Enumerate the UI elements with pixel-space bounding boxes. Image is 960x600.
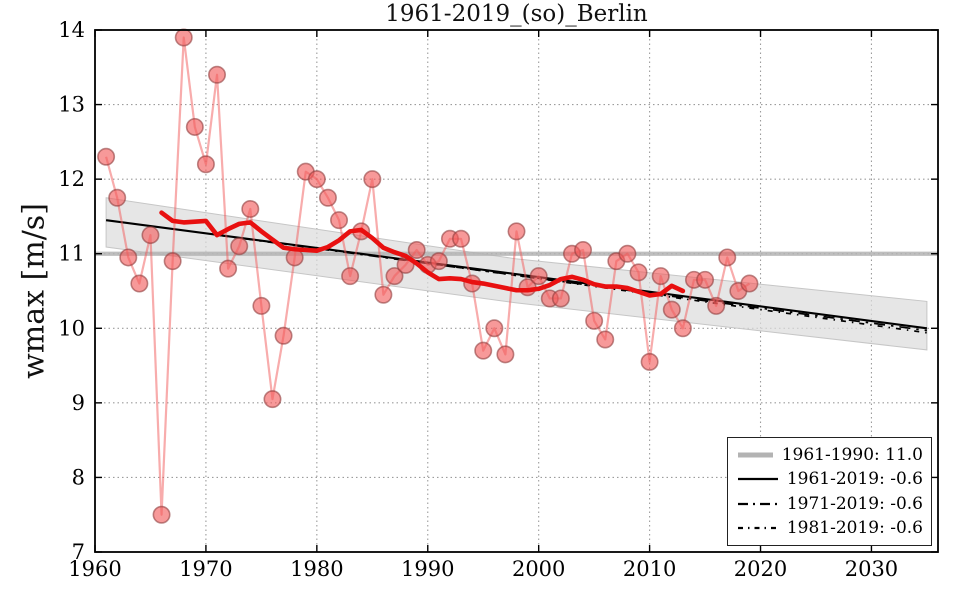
data-point bbox=[696, 270, 715, 289]
data-point bbox=[529, 267, 548, 286]
data-point bbox=[596, 330, 615, 349]
data-point bbox=[707, 296, 726, 315]
data-point bbox=[452, 229, 471, 248]
y-tick-label: 7 bbox=[72, 540, 85, 564]
data-point bbox=[363, 170, 382, 189]
data-point bbox=[97, 147, 116, 166]
trend-1971-2019-line bbox=[216, 234, 928, 332]
y-tick-label: 8 bbox=[72, 465, 85, 489]
x-tick-label: 2030 bbox=[845, 557, 898, 581]
data-point bbox=[219, 259, 238, 278]
data-point bbox=[474, 341, 493, 360]
data-point bbox=[618, 244, 637, 263]
data-point bbox=[119, 248, 138, 267]
data-point bbox=[374, 285, 393, 304]
data-point bbox=[662, 300, 681, 319]
data-point bbox=[341, 267, 360, 286]
data-point bbox=[585, 311, 604, 330]
x-tick-label: 2020 bbox=[734, 557, 787, 581]
data-point bbox=[429, 252, 448, 271]
data-point bbox=[407, 240, 426, 259]
axes-frame bbox=[94, 29, 939, 553]
data-point bbox=[629, 263, 648, 282]
data-point bbox=[174, 28, 193, 47]
legend-label: 1971-2019: -0.6 bbox=[786, 493, 923, 514]
legend-sample-dashdot2-line bbox=[738, 526, 778, 529]
data-point bbox=[130, 274, 149, 293]
legend: 1961-1990: 11.0 1961-2019: -0.6 1971-2019:… bbox=[727, 437, 932, 546]
y-tick-label: 14 bbox=[58, 18, 85, 42]
data-point bbox=[307, 170, 326, 189]
data-point bbox=[740, 274, 759, 293]
y-axis-label: wmax [m/s] bbox=[16, 203, 52, 379]
data-point bbox=[263, 390, 282, 409]
tick-marks bbox=[94, 29, 938, 553]
y-tick-label: 12 bbox=[58, 167, 85, 191]
y-tick-label: 9 bbox=[72, 391, 85, 415]
data-point bbox=[485, 319, 504, 338]
data-point bbox=[551, 289, 570, 308]
y-tick-label: 13 bbox=[58, 93, 85, 117]
x-tick-label: 1980 bbox=[290, 557, 343, 581]
data-point bbox=[496, 345, 515, 364]
data-point bbox=[185, 117, 204, 136]
data-point bbox=[141, 226, 160, 245]
data-point bbox=[507, 222, 526, 241]
legend-sample-dashdot-line bbox=[738, 502, 778, 505]
x-tick-label: 2010 bbox=[623, 557, 676, 581]
legend-entry: 1981-2019: -0.6 bbox=[736, 518, 923, 538]
data-point bbox=[152, 505, 171, 524]
legend-entry: 1961-1990: 11.0 bbox=[736, 445, 923, 465]
data-point bbox=[208, 65, 227, 84]
data-point bbox=[252, 296, 271, 315]
legend-label: 1981-2019: -0.6 bbox=[786, 517, 923, 538]
data-point bbox=[196, 155, 215, 174]
x-tick-label: 1970 bbox=[179, 557, 232, 581]
data-point bbox=[230, 237, 249, 256]
legend-sample-solid-line bbox=[738, 478, 778, 481]
trend-1981-2019-line bbox=[327, 248, 928, 334]
data-point bbox=[640, 352, 659, 371]
legend-sample-thick-line bbox=[738, 452, 773, 458]
data-point bbox=[673, 319, 692, 338]
data-point bbox=[718, 248, 737, 267]
x-tick-label: 1960 bbox=[68, 557, 121, 581]
x-tick-label: 2000 bbox=[512, 557, 565, 581]
data-point bbox=[274, 326, 293, 345]
chart-title: 1961-2019_(so)_Berlin bbox=[385, 1, 648, 27]
data-point bbox=[330, 211, 349, 230]
data-point bbox=[385, 267, 404, 286]
data-point bbox=[651, 267, 670, 286]
legend-label: 1961-1990: 11.0 bbox=[781, 445, 923, 466]
y-tick-label: 10 bbox=[58, 316, 85, 340]
legend-entry: 1961-2019: -0.6 bbox=[736, 469, 923, 489]
legend-label: 1961-2019: -0.6 bbox=[786, 469, 923, 490]
data-point bbox=[318, 188, 337, 207]
x-tick-label: 1990 bbox=[401, 557, 454, 581]
legend-entry: 1971-2019: -0.6 bbox=[736, 494, 923, 514]
smoothed-series-line bbox=[159, 210, 686, 298]
data-point bbox=[574, 240, 593, 259]
data-point bbox=[241, 199, 260, 218]
data-point bbox=[108, 188, 127, 207]
y-tick-label: 11 bbox=[58, 242, 85, 266]
data-point bbox=[163, 252, 182, 271]
